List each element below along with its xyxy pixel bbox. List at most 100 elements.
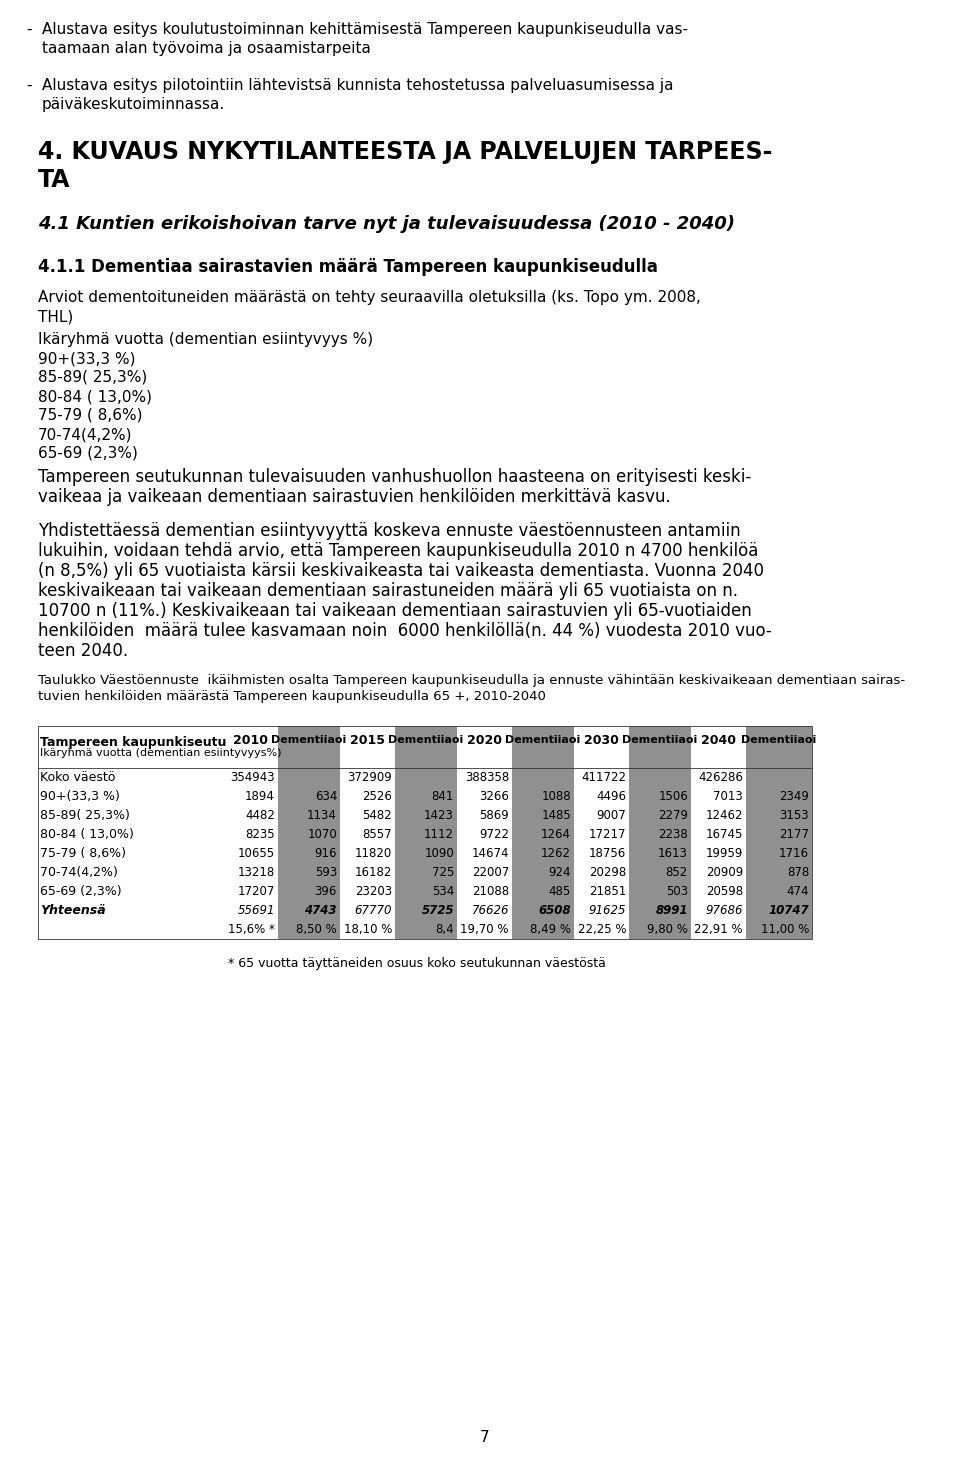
Text: THL): THL): [38, 309, 73, 323]
Text: Yhteensä: Yhteensä: [40, 903, 106, 916]
Text: 9722: 9722: [479, 828, 509, 841]
Text: 55691: 55691: [237, 903, 275, 916]
Text: -: -: [26, 79, 32, 93]
Text: 1423: 1423: [424, 809, 454, 822]
Text: 16182: 16182: [354, 865, 392, 879]
Text: 372909: 372909: [348, 771, 392, 784]
Text: 76626: 76626: [471, 903, 509, 916]
Text: 65-69 (2,3%): 65-69 (2,3%): [40, 884, 122, 898]
Text: 411722: 411722: [581, 771, 626, 784]
Text: Yhdistettäessä dementian esiintyvyyttä koskeva ennuste väestöennusteen antamiin: Yhdistettäessä dementian esiintyvyyttä k…: [38, 522, 740, 541]
Text: henkilöiden  määrä tulee kasvamaan noin  6000 henkilöllä(n. 44 %) vuodesta 2010 : henkilöiden määrä tulee kasvamaan noin 6…: [38, 622, 772, 640]
Text: 1070: 1070: [307, 828, 337, 841]
Text: 9007: 9007: [596, 809, 626, 822]
Text: 485: 485: [549, 884, 571, 898]
Text: TA: TA: [38, 168, 70, 192]
Text: 2238: 2238: [659, 828, 688, 841]
Text: Dementiiaoi: Dementiiaoi: [389, 734, 464, 745]
Text: lukuihin, voidaan tehdä arvio, että Tampereen kaupunkiseudulla 2010 n 4700 henki: lukuihin, voidaan tehdä arvio, että Tamp…: [38, 542, 758, 559]
Text: vaikeaa ja vaikeaan dementiaan sairastuvien henkilöiden merkittävä kasvu.: vaikeaa ja vaikeaan dementiaan sairastuv…: [38, 488, 671, 506]
Text: 8,50 %: 8,50 %: [297, 922, 337, 935]
Text: 354943: 354943: [230, 771, 275, 784]
Text: 5869: 5869: [479, 809, 509, 822]
Text: 16745: 16745: [706, 828, 743, 841]
Text: päiväkeskutoiminnassa.: päiväkeskutoiminnassa.: [42, 98, 226, 112]
Text: 7013: 7013: [713, 790, 743, 803]
Bar: [746, 726, 812, 938]
Text: 21088: 21088: [472, 884, 509, 898]
Text: 9,80 %: 9,80 %: [647, 922, 688, 935]
Text: Dementiiaoi: Dementiiaoi: [272, 734, 347, 745]
Text: 22007: 22007: [471, 865, 509, 879]
Text: 4482: 4482: [245, 809, 275, 822]
Text: 1716: 1716: [779, 847, 809, 860]
Text: 85-89( 25,3%): 85-89( 25,3%): [38, 370, 147, 385]
Text: 91625: 91625: [588, 903, 626, 916]
Text: 3266: 3266: [479, 790, 509, 803]
Text: 1506: 1506: [659, 790, 688, 803]
Text: Dementiiaoi: Dementiiaoi: [741, 734, 817, 745]
Text: 23203: 23203: [355, 884, 392, 898]
Text: 852: 852: [665, 865, 688, 879]
Text: 1134: 1134: [307, 809, 337, 822]
Text: tuvien henkilöiden määrästä Tampereen kaupunkiseudulla 65 +, 2010-2040: tuvien henkilöiden määrästä Tampereen ka…: [38, 691, 546, 702]
Text: 19,70 %: 19,70 %: [461, 922, 509, 935]
Bar: [278, 726, 340, 938]
Text: 1264: 1264: [541, 828, 571, 841]
Text: 90+(33,3 %): 90+(33,3 %): [40, 790, 120, 803]
Text: 593: 593: [315, 865, 337, 879]
Text: (n 8,5%) yli 65 vuotiaista kärsii keskivaikeasta tai vaikeasta dementiasta. Vuon: (n 8,5%) yli 65 vuotiaista kärsii keskiv…: [38, 562, 764, 580]
Text: 8,49 %: 8,49 %: [530, 922, 571, 935]
Text: 1485: 1485: [541, 809, 571, 822]
Text: 70-74(4,2%): 70-74(4,2%): [38, 427, 132, 441]
Text: 11,00 %: 11,00 %: [760, 922, 809, 935]
Text: 2015: 2015: [350, 733, 385, 746]
Text: 1088: 1088: [541, 790, 571, 803]
Text: 878: 878: [787, 865, 809, 879]
Text: 2030: 2030: [584, 733, 619, 746]
Text: -: -: [26, 22, 32, 36]
Text: 4496: 4496: [596, 790, 626, 803]
Text: 2040: 2040: [701, 733, 736, 746]
Bar: [629, 726, 691, 938]
Text: 11820: 11820: [355, 847, 392, 860]
Text: Arviot dementoituneiden määrästä on tehty seuraavilla oletuksilla (ks. Topo ym. : Arviot dementoituneiden määrästä on teht…: [38, 290, 701, 305]
Text: 1613: 1613: [659, 847, 688, 860]
Text: 20598: 20598: [706, 884, 743, 898]
Text: Taulukko Väestöennuste  ikäihmisten osalta Tampereen kaupunkiseudulla ja ennuste: Taulukko Väestöennuste ikäihmisten osalt…: [38, 675, 905, 688]
Bar: [38, 726, 812, 938]
Text: 85-89( 25,3%): 85-89( 25,3%): [40, 809, 130, 822]
Text: 5482: 5482: [362, 809, 392, 822]
Bar: [512, 726, 574, 938]
Text: teen 2040.: teen 2040.: [38, 643, 128, 660]
Text: 8991: 8991: [656, 903, 688, 916]
Text: 1112: 1112: [424, 828, 454, 841]
Text: 22,25 %: 22,25 %: [578, 922, 626, 935]
Text: 841: 841: [432, 790, 454, 803]
Text: 924: 924: [548, 865, 571, 879]
Text: 15,6% *: 15,6% *: [228, 922, 275, 935]
Text: 6508: 6508: [539, 903, 571, 916]
Text: 10655: 10655: [238, 847, 275, 860]
Text: * 65 vuotta täyttäneiden osuus koko seutukunnan väestöstä: * 65 vuotta täyttäneiden osuus koko seut…: [228, 957, 606, 970]
Text: keskivaikeaan tai vaikeaan dementiaan sairastuneiden määrä yli 65 vuotiaista on : keskivaikeaan tai vaikeaan dementiaan sa…: [38, 581, 738, 600]
Text: 725: 725: [432, 865, 454, 879]
Text: Tampereen seutukunnan tulevaisuuden vanhushuollon haasteena on erityisesti keski: Tampereen seutukunnan tulevaisuuden vanh…: [38, 468, 752, 487]
Text: 5725: 5725: [421, 903, 454, 916]
Text: 22,91 %: 22,91 %: [694, 922, 743, 935]
Text: 2279: 2279: [658, 809, 688, 822]
Text: Dementiiaoi: Dementiiaoi: [622, 734, 698, 745]
Text: 2020: 2020: [467, 733, 502, 746]
Text: 4.1.1 Dementiaa sairastavien määrä Tampereen kaupunkiseudulla: 4.1.1 Dementiaa sairastavien määrä Tampe…: [38, 258, 658, 275]
Text: 503: 503: [666, 884, 688, 898]
Text: 4743: 4743: [304, 903, 337, 916]
Text: Ikäryhmä vuotta (dementian esiintyvyys %): Ikäryhmä vuotta (dementian esiintyvyys %…: [38, 332, 373, 347]
Text: 20298: 20298: [588, 865, 626, 879]
Bar: [395, 726, 457, 938]
Text: 8235: 8235: [246, 828, 275, 841]
Text: 90+(33,3 %): 90+(33,3 %): [38, 351, 135, 366]
Text: 2349: 2349: [780, 790, 809, 803]
Text: Koko väestö: Koko väestö: [40, 771, 115, 784]
Text: 21851: 21851: [588, 884, 626, 898]
Text: Ikäryhmä vuotta (dementian esiintyvyys%): Ikäryhmä vuotta (dementian esiintyvyys%): [40, 747, 281, 758]
